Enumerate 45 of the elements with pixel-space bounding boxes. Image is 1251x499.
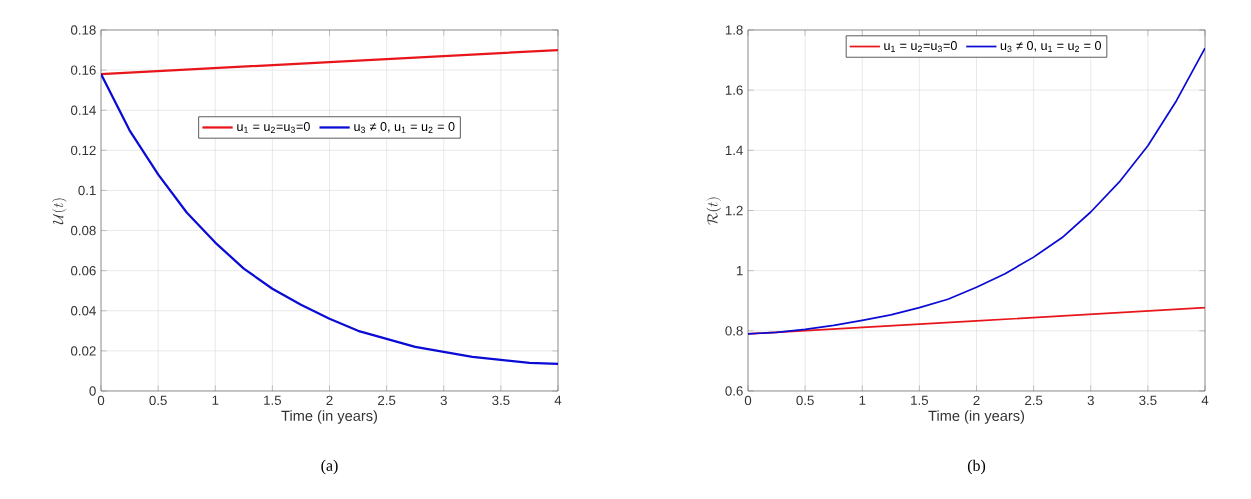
y-tick-label: 1.4: [725, 145, 743, 155]
y-tick-label: 1.8: [725, 25, 743, 35]
x-tick-label: 3.5: [1139, 395, 1157, 406]
y-tick-label: 0.06: [70, 265, 96, 276]
x-axis-title: Time (in years): [928, 410, 1025, 424]
y-tick-label: 0.04: [70, 306, 96, 316]
x-tick-label: 2.5: [1025, 395, 1043, 406]
x-tick-label: 3.5: [492, 395, 510, 406]
y-tick-label: 0.8: [725, 326, 743, 336]
y-axis-title: $\mathcal{U}(t)$: [52, 198, 67, 225]
legend-label: u$_{3}$ ≠ 0, u$_{1}$ = u$_{2}$ = 0: [354, 122, 455, 134]
y-tick-label: 0.1: [78, 185, 96, 196]
x-tick-label: 0.5: [796, 395, 814, 406]
x-tick-label: 2.5: [378, 395, 396, 406]
x-tick-label: 1: [212, 395, 219, 405]
legend-label: u$_{3}$ ≠ 0, u$_{1}$ = u$_{2}$ = 0: [1000, 41, 1102, 53]
x-tick-label: 0: [97, 395, 105, 406]
y-tick-label: 1: [736, 266, 743, 276]
y-tick-label: 0.18: [70, 25, 96, 35]
x-tick-label: 2: [326, 395, 333, 405]
x-tick-label: 1.5: [911, 395, 929, 405]
y-tick-label: 1.2: [725, 205, 743, 216]
y-tick-label: 0.12: [70, 145, 96, 156]
text: (a): [321, 459, 338, 475]
x-tick-label: 0: [744, 395, 752, 406]
x-tick-label: 2: [973, 395, 980, 405]
x-tick-label: 1.5: [264, 395, 282, 405]
x-tick-label: 4: [1201, 395, 1209, 405]
x-tick-label: 4: [554, 395, 562, 405]
legend-label: u$_{1}$ = u$_{2}$=u$_{3}$=0: [237, 122, 310, 134]
y-tick-label: 0.16: [70, 65, 96, 75]
x-tick-label: 3: [440, 395, 447, 406]
x-axis-title: Time (in years): [281, 410, 378, 424]
y-tick-label: 0.6: [725, 386, 743, 396]
y-tick-label: 0.14: [70, 105, 96, 115]
y-axis-title: $\mathcal{R}(t)$: [706, 197, 722, 225]
legend-label: u$_{1}$ = u$_{2}$=u$_{3}$=0: [884, 41, 957, 53]
x-tick-label: 1: [859, 395, 866, 405]
x-tick-label: 0.5: [149, 395, 167, 406]
y-tick-label: 0.08: [70, 225, 96, 236]
y-tick-label: 1.6: [725, 85, 743, 95]
text: (b): [967, 459, 986, 475]
y-tick-label: 0: [89, 386, 96, 396]
y-tick-label: 0.02: [70, 346, 96, 356]
x-tick-label: 3: [1087, 395, 1094, 406]
